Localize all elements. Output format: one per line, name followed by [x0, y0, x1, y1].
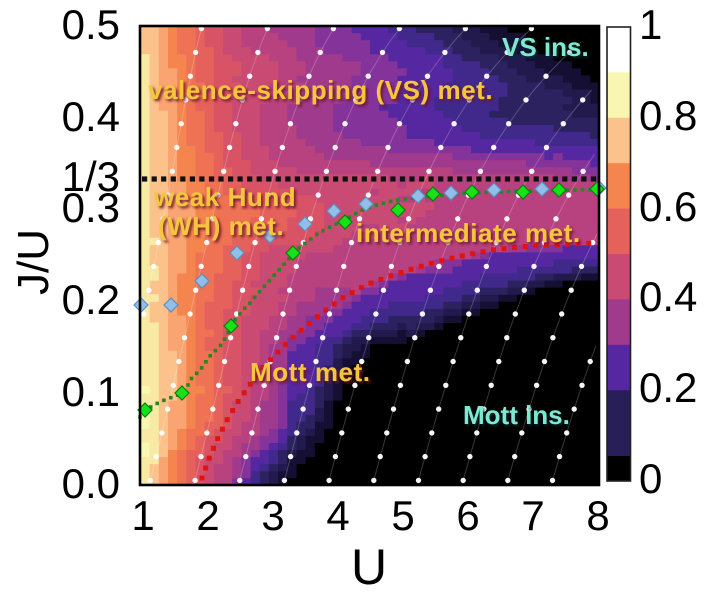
svg-text:1: 1 [639, 1, 662, 48]
svg-text:2: 2 [196, 492, 219, 539]
svg-text:6: 6 [456, 492, 479, 539]
svg-text:1: 1 [131, 492, 154, 539]
svg-text:J/U: J/U [9, 229, 58, 295]
svg-text:0.8: 0.8 [639, 92, 697, 139]
svg-text:0.0: 0.0 [62, 460, 120, 507]
svg-text:0.4: 0.4 [62, 93, 120, 140]
svg-text:0: 0 [639, 455, 662, 502]
svg-text:0.3: 0.3 [62, 184, 120, 231]
svg-text:weak Hund: weak Hund [153, 182, 296, 212]
svg-text:7: 7 [521, 492, 544, 539]
svg-text:U: U [351, 539, 387, 593]
svg-text:0.2: 0.2 [639, 364, 697, 411]
svg-text:0.1: 0.1 [62, 368, 120, 415]
svg-text:4: 4 [326, 492, 349, 539]
svg-text:valence-skipping (VS) met.: valence-skipping (VS) met. [148, 75, 493, 105]
svg-text:0.2: 0.2 [62, 276, 120, 323]
svg-text:1/3: 1/3 [62, 153, 120, 200]
svg-text:5: 5 [391, 492, 414, 539]
svg-text:0.6: 0.6 [639, 183, 697, 230]
svg-text:Mott met.: Mott met. [250, 357, 371, 387]
svg-text:0.4: 0.4 [639, 273, 697, 320]
svg-text:Mott ins.: Mott ins. [463, 400, 570, 430]
svg-text:0.5: 0.5 [62, 1, 120, 48]
svg-text:VS ins.: VS ins. [502, 32, 589, 62]
svg-text:intermediate met.: intermediate met. [356, 218, 581, 248]
svg-text:8: 8 [586, 492, 609, 539]
svg-text:3: 3 [261, 492, 284, 539]
svg-text:(WH) met.: (WH) met. [158, 211, 284, 241]
